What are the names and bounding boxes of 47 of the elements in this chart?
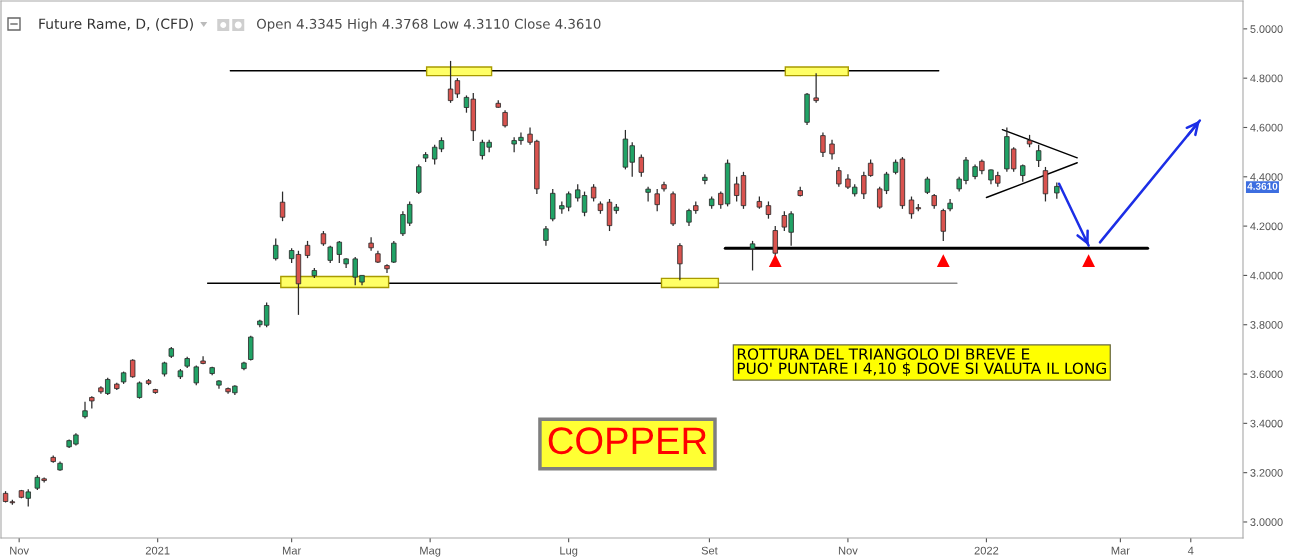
text: Open 4.3345 High 4.3768 Low 4.3110 Close 4.3610	[257, 18, 601, 32]
candlestick	[1035, 144, 1042, 168]
y-tick-label: 4.4000	[1250, 173, 1283, 181]
x-tick-label: 4	[1187, 546, 1194, 555]
candlestick	[130, 358, 136, 379]
x-tick-label: Nov	[838, 546, 858, 555]
y-tick-label: 5.0000	[1250, 25, 1283, 33]
candlestick	[836, 166, 842, 188]
y-tick-label: 4.2000	[1250, 222, 1283, 231]
candlestick	[749, 240, 756, 272]
candlestick	[543, 225, 549, 247]
candlestick	[772, 225, 778, 257]
x-tick-label: 2022	[974, 546, 999, 555]
candlestick	[273, 237, 279, 262]
y-tick-label: 4.8000	[1250, 74, 1283, 83]
annotation: ROTTURA DEL TRIANGOLO DI BREVE E PUO' PUNTARE I 4,10 $ DOVE SI VALUTA IL LONG	[737, 348, 1106, 377]
candlestick	[1042, 166, 1049, 203]
x-tick-label: Set	[701, 546, 718, 555]
y-tick-label: 3.4000	[1250, 419, 1283, 428]
y-tick-label: 4.0000	[1250, 271, 1283, 280]
candlestick	[368, 236, 374, 252]
y-tick-label: 4.6000	[1250, 123, 1283, 132]
x-tick-label: Mar	[1111, 546, 1130, 555]
candlestick	[193, 364, 199, 386]
y-tick-label: 3.6000	[1250, 370, 1283, 379]
candlestick	[940, 208, 946, 242]
candlestick	[638, 153, 644, 178]
candlestick	[702, 173, 708, 185]
text: 4.3610	[1247, 182, 1278, 190]
y-tick-label: 3.2000	[1250, 469, 1283, 477]
candlestick	[654, 188, 660, 212]
x-tick-label: Mar	[282, 546, 302, 555]
candlestick	[820, 131, 826, 158]
candlestick	[279, 190, 286, 222]
x-tick-label: 2021	[145, 546, 170, 555]
x-tick-label: Lug	[560, 546, 578, 557]
y-tick-label: 3.8000	[1250, 321, 1283, 329]
x-tick-label: Mag	[420, 546, 441, 557]
candlestick	[677, 242, 683, 281]
y-tick-label: 3.0000	[1250, 518, 1283, 527]
candlestick	[829, 139, 835, 161]
candlestick	[645, 186, 651, 203]
text: Future Rame, D, (CFD)	[39, 18, 193, 31]
candlestick	[384, 263, 390, 274]
x-tick-label: Nov	[10, 546, 30, 555]
candlestick	[813, 72, 819, 104]
annotation: COPPER	[548, 427, 707, 455]
